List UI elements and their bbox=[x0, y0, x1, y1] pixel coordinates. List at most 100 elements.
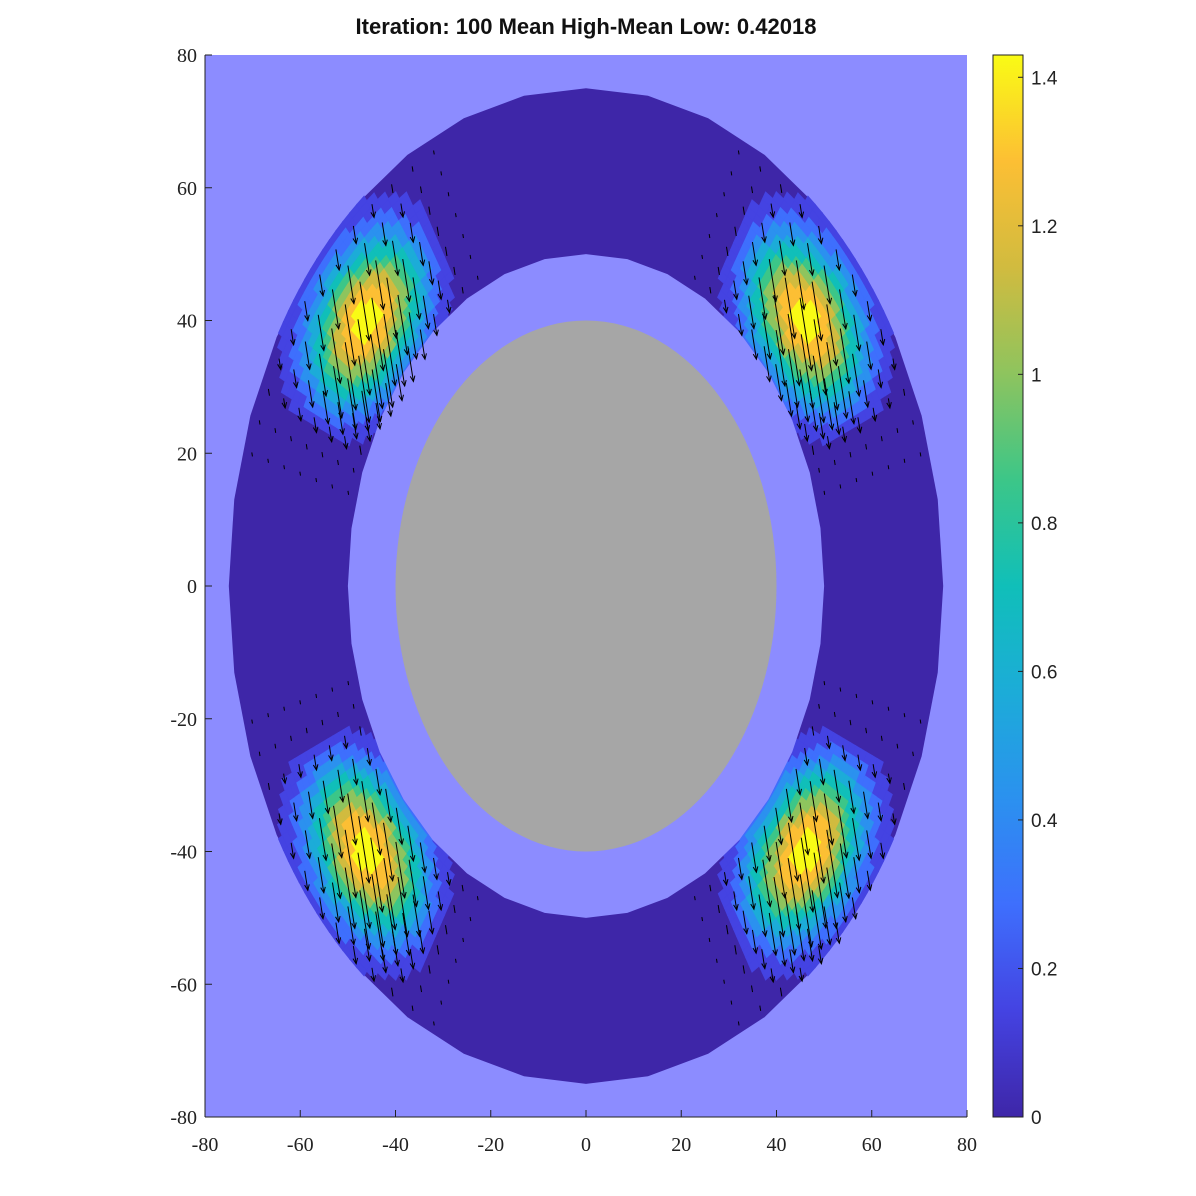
arrow-head bbox=[766, 855, 772, 863]
arrow-head bbox=[803, 759, 810, 767]
arrow-shaft bbox=[877, 802, 882, 821]
arrow-shaft bbox=[839, 882, 847, 922]
arrow-head bbox=[798, 211, 805, 219]
arrow-head bbox=[871, 771, 878, 779]
arrow-head bbox=[394, 959, 400, 967]
arrow-shaft bbox=[313, 417, 317, 433]
arrow-head bbox=[761, 930, 768, 938]
arrow-head bbox=[379, 940, 386, 949]
arrow-shaft bbox=[768, 259, 777, 302]
arrow-shaft bbox=[319, 274, 324, 296]
arrow-shaft bbox=[331, 882, 340, 922]
arrow-shaft bbox=[717, 904, 720, 914]
arrow-head bbox=[433, 873, 439, 881]
arrow-shaft bbox=[422, 876, 429, 910]
arrow-head bbox=[864, 401, 870, 409]
arrow-shaft bbox=[848, 780, 855, 814]
arrow-shaft bbox=[775, 364, 782, 401]
arrow-head bbox=[424, 903, 431, 911]
arrow-shaft bbox=[447, 299, 451, 313]
arrow-head bbox=[850, 417, 856, 426]
arrow-head bbox=[817, 334, 824, 342]
arrow-shaft bbox=[267, 388, 270, 396]
arrow-head bbox=[828, 423, 835, 431]
arrow-shaft bbox=[352, 412, 358, 439]
arrow-shaft bbox=[799, 967, 803, 982]
arrow-head bbox=[382, 239, 388, 247]
arrow-head bbox=[808, 269, 815, 277]
arrow-shaft bbox=[315, 477, 318, 483]
arrow-shaft bbox=[708, 233, 711, 239]
arrow-shaft bbox=[364, 243, 371, 276]
arrow-head bbox=[290, 852, 296, 860]
arrow-shaft bbox=[877, 369, 882, 388]
arrow-head bbox=[722, 878, 729, 887]
arrow-shaft bbox=[476, 275, 479, 280]
arrow-shaft bbox=[258, 420, 261, 425]
arrow-shaft bbox=[903, 713, 906, 718]
arrow-shaft bbox=[839, 687, 842, 692]
arrow-head bbox=[879, 338, 886, 347]
arrow-head bbox=[722, 306, 729, 314]
arrow-shaft bbox=[708, 937, 711, 943]
arrow-shaft bbox=[773, 294, 784, 355]
arrow-shaft bbox=[851, 274, 857, 296]
arrow-head bbox=[428, 927, 435, 935]
arrow-shaft bbox=[717, 266, 720, 275]
arrow-shaft bbox=[789, 222, 794, 246]
arrow-head bbox=[733, 293, 739, 301]
arrow-shaft bbox=[461, 287, 464, 294]
arrow-shaft bbox=[813, 852, 827, 929]
arrow-shaft bbox=[462, 937, 464, 943]
arrow-shaft bbox=[887, 465, 890, 470]
arrow-shaft bbox=[283, 398, 286, 409]
arrow-shaft bbox=[826, 735, 830, 749]
arrow-shaft bbox=[835, 249, 840, 271]
arrow-shaft bbox=[400, 968, 404, 983]
arrow-head bbox=[322, 854, 329, 862]
arrow-shaft bbox=[799, 874, 813, 947]
arrow-shaft bbox=[852, 818, 860, 861]
arrow-shaft bbox=[863, 791, 869, 819]
arrow-shaft bbox=[347, 265, 355, 304]
arrow-shaft bbox=[358, 355, 370, 423]
arrow-shaft bbox=[278, 813, 282, 825]
arrow-shaft bbox=[762, 859, 771, 907]
arrow-head bbox=[415, 930, 422, 938]
arrow-head bbox=[871, 414, 878, 423]
arrow-shaft bbox=[863, 380, 869, 408]
arrow-shaft bbox=[331, 687, 334, 692]
arrow-head bbox=[335, 937, 342, 945]
arrow-shaft bbox=[751, 985, 754, 993]
arrow-head bbox=[855, 854, 862, 862]
arrow-shaft bbox=[751, 242, 757, 266]
arrow-shaft bbox=[319, 897, 324, 919]
arrow-shaft bbox=[903, 783, 906, 790]
contour-cell bbox=[356, 961, 368, 977]
arrow-head bbox=[365, 416, 372, 424]
arrow-shaft bbox=[763, 346, 771, 382]
arrow-head bbox=[405, 295, 412, 303]
arrow-head bbox=[791, 332, 797, 340]
arrow-shaft bbox=[352, 703, 355, 709]
arrow-head bbox=[855, 389, 862, 398]
colorbar-tick-label: 0 bbox=[1031, 1108, 1042, 1129]
arrow-head bbox=[445, 878, 452, 887]
arrow-shaft bbox=[795, 260, 805, 310]
arrow-head bbox=[750, 322, 756, 330]
arrow-shaft bbox=[784, 277, 796, 339]
arrow-shaft bbox=[839, 328, 850, 384]
arrow-shaft bbox=[811, 281, 822, 341]
y-tick-label: -60 bbox=[170, 974, 197, 996]
arrow-shaft bbox=[352, 467, 355, 473]
arrow-shaft bbox=[409, 949, 414, 969]
arrow-shaft bbox=[447, 979, 450, 984]
arrow-shaft bbox=[919, 452, 922, 457]
arrow-shaft bbox=[267, 783, 270, 790]
arrow-shaft bbox=[344, 867, 356, 929]
arrow-shaft bbox=[865, 727, 868, 734]
arrow-head bbox=[379, 303, 386, 311]
arrow-shaft bbox=[412, 894, 421, 937]
colorbar-tick-label: 0.8 bbox=[1031, 514, 1057, 535]
arrow-shaft bbox=[436, 945, 440, 955]
